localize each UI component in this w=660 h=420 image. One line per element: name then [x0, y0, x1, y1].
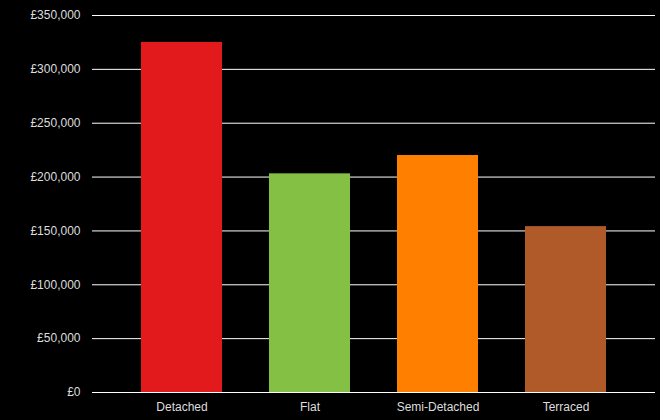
svg-text:Terraced: Terraced: [543, 400, 590, 414]
svg-text:£350,000: £350,000: [30, 8, 80, 22]
svg-text:£100,000: £100,000: [30, 278, 80, 292]
svg-text:£150,000: £150,000: [30, 224, 80, 238]
svg-text:Detached: Detached: [156, 400, 207, 414]
svg-text:£300,000: £300,000: [30, 62, 80, 76]
svg-text:£50,000: £50,000: [37, 331, 81, 345]
svg-text:Flat: Flat: [300, 400, 321, 414]
svg-text:£200,000: £200,000: [30, 170, 80, 184]
svg-text:£250,000: £250,000: [30, 116, 80, 130]
svg-text:Semi-Detached: Semi-Detached: [397, 400, 480, 414]
svg-text:£0: £0: [67, 385, 81, 399]
